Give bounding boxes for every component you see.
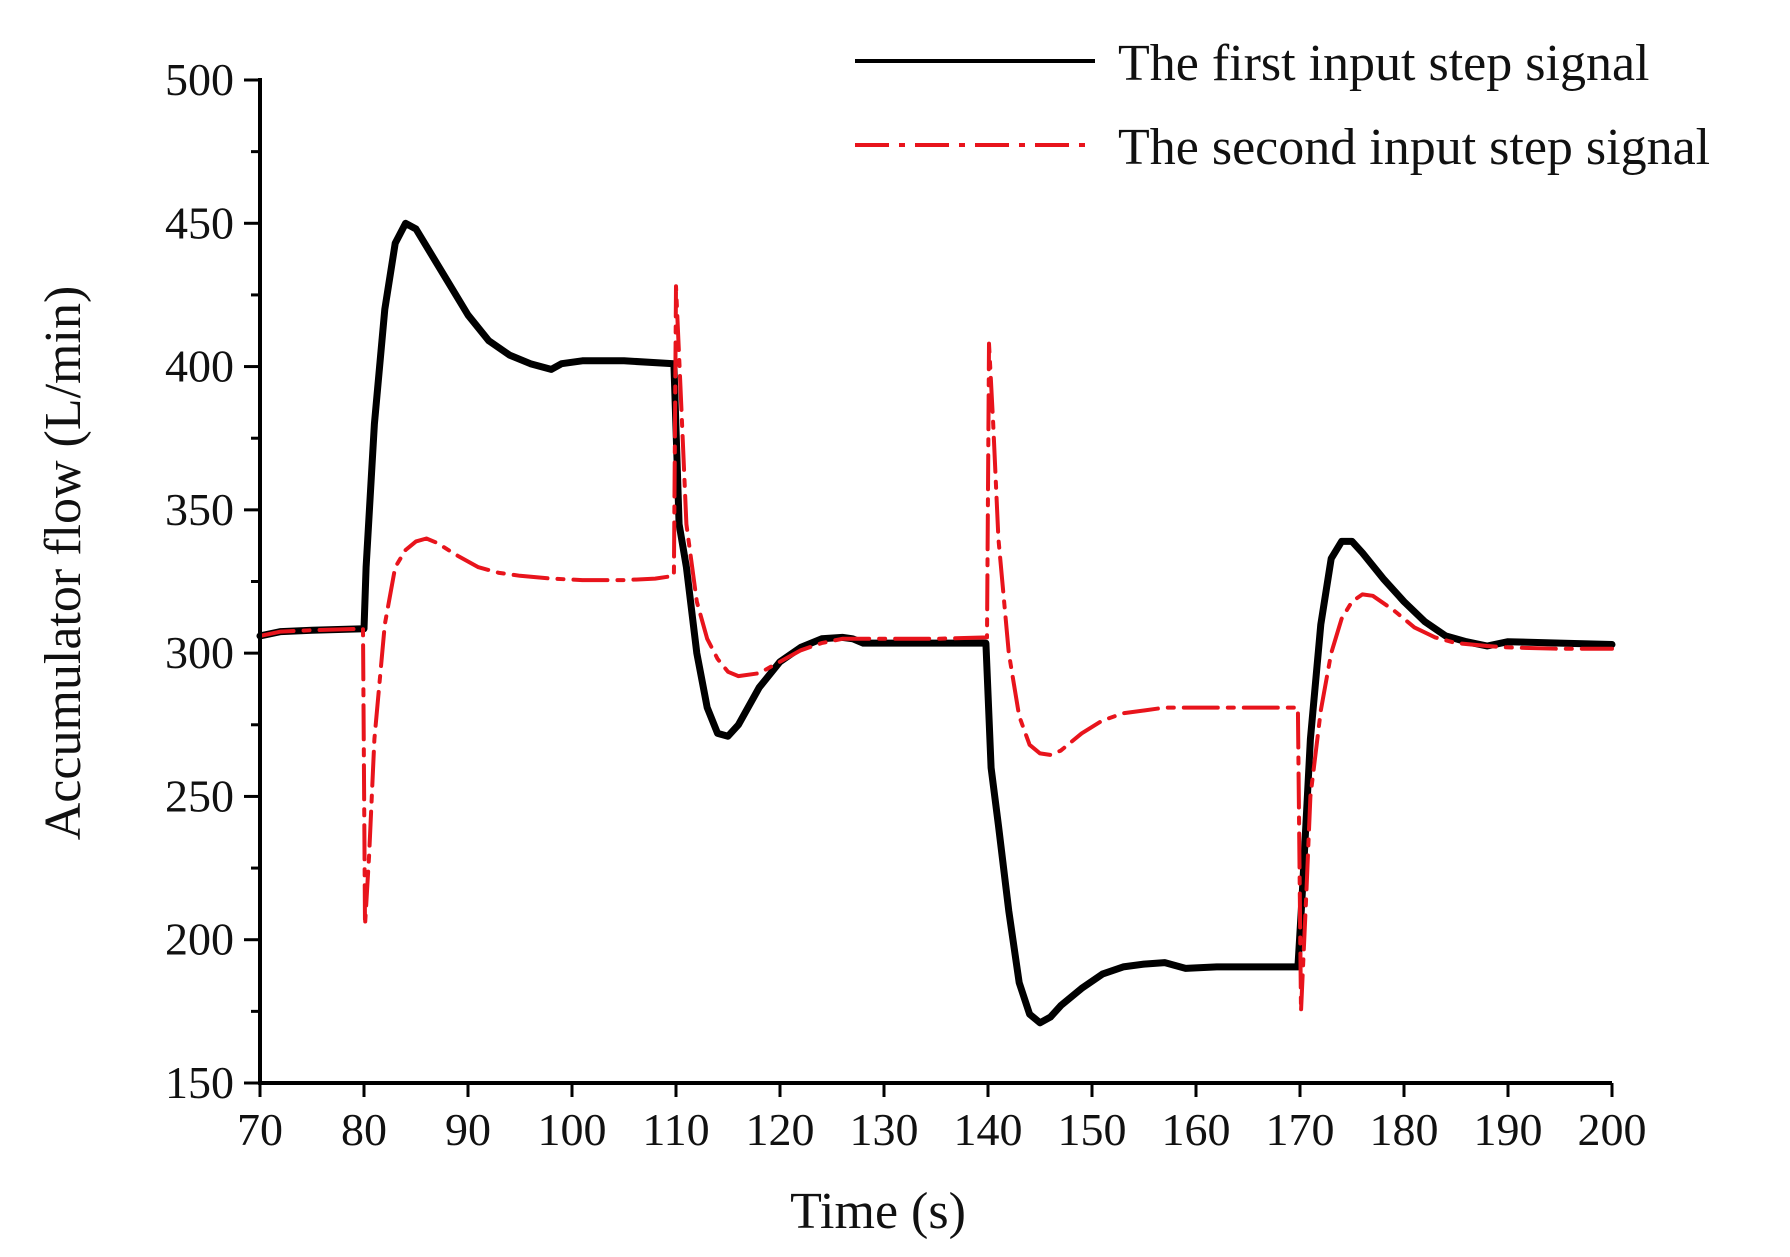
x-tick-label-140: 140 [954,1104,1023,1155]
y-tick-label-400: 400 [165,341,234,392]
x-axis-title: Time (s) [790,1183,966,1240]
series-line-second-input [258,284,1614,1014]
y-axis-ticks: 150 200 250 300 350 400 450 500 [165,54,260,1108]
legend: The first input step signal The second i… [855,35,1710,176]
x-tick-label-170: 170 [1266,1104,1335,1155]
x-tick-label-110: 110 [642,1104,709,1155]
x-tick-label-90: 90 [445,1104,491,1155]
legend-label-second-input: The second input step signal [1118,119,1710,176]
x-tick-label-70: 70 [237,1104,283,1155]
x-tick-label-130: 130 [850,1104,919,1155]
legend-label-first-input: The first input step signal [1118,35,1649,92]
x-tick-label-150: 150 [1058,1104,1127,1155]
x-tick-label-100: 100 [538,1104,607,1155]
y-tick-label-500: 500 [165,54,234,105]
x-tick-label-80: 80 [341,1104,387,1155]
x-tick-label-190: 190 [1474,1104,1543,1155]
x-tick-label-200: 200 [1578,1104,1647,1155]
y-tick-label-250: 250 [165,770,234,821]
y-tick-label-150: 150 [165,1057,234,1108]
y-axis-title: Accumulator flow (L/min) [35,286,92,841]
x-tick-label-160: 160 [1162,1104,1231,1155]
plot-lines [256,219,1616,1027]
series-line-first-input [256,219,1616,1027]
x-axis-ticks: 70 80 90 100 110 120 130 140 150 160 170 180 190 200 [237,1083,1647,1155]
x-tick-label-180: 180 [1370,1104,1439,1155]
y-tick-label-300: 300 [165,627,234,678]
y-tick-label-450: 450 [165,197,234,248]
y-tick-label-350: 350 [165,484,234,535]
x-tick-label-120: 120 [746,1104,815,1155]
y-tick-label-200: 200 [165,914,234,965]
